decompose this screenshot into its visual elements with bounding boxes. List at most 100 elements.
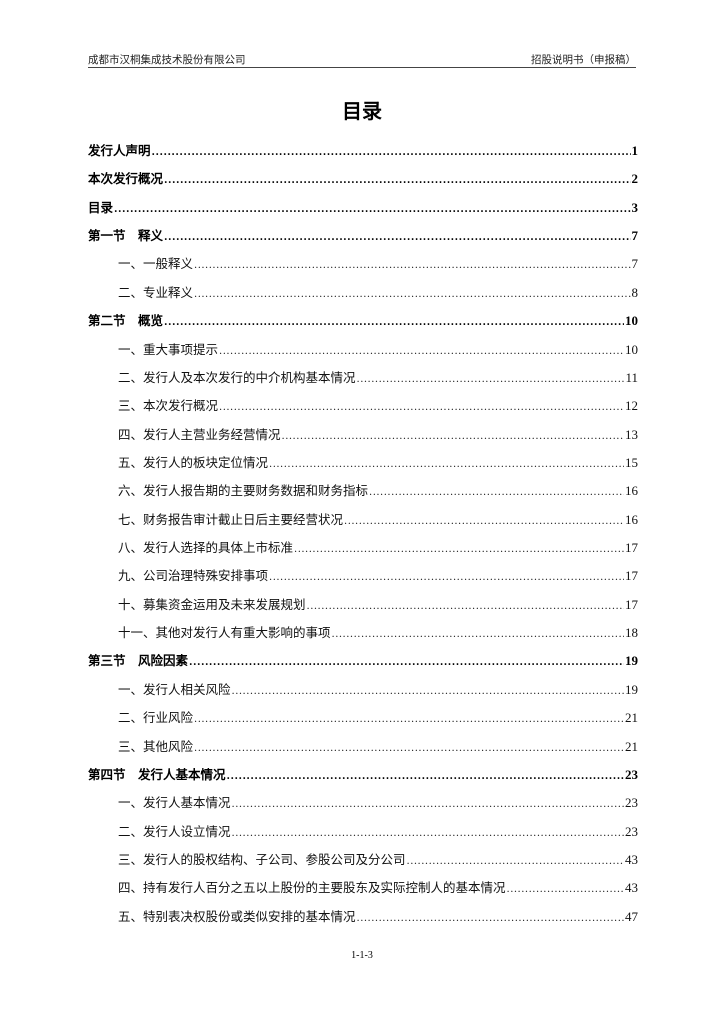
toc-entry-title: 五、发行人的板块定位情况 — [118, 454, 269, 470]
dot-leader — [269, 564, 624, 592]
toc-entry[interactable]: 一、重大事项提示 10 — [88, 336, 638, 364]
dot-leader — [227, 763, 624, 791]
page-header: 成都市汉桐集成技术股份有限公司 招股说明书（申报稿） — [88, 50, 636, 68]
dot-leader — [164, 309, 624, 337]
toc-entry[interactable]: 目录 3 — [88, 194, 638, 222]
toc-entry-title: 三、其他风险 — [118, 738, 194, 754]
toc-entry[interactable]: 三、发行人的股权结构、子公司、参股公司及分公司 43 — [88, 846, 638, 874]
table-of-contents: 发行人声明 1 本次发行概况 2 目录 3 第一节 释义 7 一、一般释义 7 二、专业释义 8 第二节… — [88, 137, 638, 931]
dot-leader — [232, 791, 624, 819]
dot-leader — [152, 139, 631, 167]
toc-entry-page: 17 — [625, 596, 638, 612]
toc-entry[interactable]: 三、其他风险 21 — [88, 733, 638, 761]
toc-entry-title: 一、发行人相关风险 — [118, 681, 231, 697]
toc-entry-page: 12 — [625, 398, 638, 414]
toc-entry[interactable]: 发行人声明 1 — [88, 137, 638, 165]
toc-entry-page: 16 — [625, 483, 638, 499]
toc-entry-title: 八、发行人选择的具体上市标准 — [118, 540, 294, 556]
toc-entry-title: 二、行业风险 — [118, 710, 194, 726]
toc-entry[interactable]: 二、专业释义 8 — [88, 279, 638, 307]
page-title: 目录 — [342, 99, 382, 123]
toc-entry[interactable]: 八、发行人选择的具体上市标准 17 — [88, 534, 638, 562]
toc-entry[interactable]: 七、财务报告审计截止日后主要经营状况 16 — [88, 506, 638, 534]
dot-leader — [357, 905, 624, 933]
dot-leader — [194, 735, 624, 763]
toc-entry-title: 第四节 发行人基本情况 — [88, 766, 226, 782]
toc-entry-title: 一、重大事项提示 — [118, 341, 219, 357]
toc-entry[interactable]: 二、发行人设立情况 23 — [88, 818, 638, 846]
toc-entry-page: 43 — [625, 851, 638, 867]
toc-entry-title: 二、发行人设立情况 — [118, 823, 231, 839]
dot-leader — [194, 281, 630, 309]
toc-entry-page: 19 — [625, 681, 638, 697]
dot-leader — [189, 649, 624, 677]
toc-entry-title: 十一、其他对发行人有重大影响的事项 — [118, 625, 331, 641]
header-company: 成都市汉桐集成技术股份有限公司 — [88, 54, 246, 66]
toc-entry[interactable]: 四、持有发行人百分之五以上股份的主要股东及实际控制人的基本情况 43 — [88, 874, 638, 902]
toc-entry[interactable]: 二、行业风险 21 — [88, 704, 638, 732]
toc-entry-title: 三、发行人的股权结构、子公司、参股公司及分公司 — [118, 851, 406, 867]
toc-entry[interactable]: 第三节 风险因素 19 — [88, 647, 638, 675]
toc-entry[interactable]: 本次发行概况 2 — [88, 165, 638, 193]
toc-entry-title: 六、发行人报告期的主要财务数据和财务指标 — [118, 483, 369, 499]
dot-leader — [219, 394, 624, 422]
toc-entry-title: 发行人声明 — [88, 143, 151, 158]
toc-entry-title: 第二节 概览 — [88, 313, 164, 329]
toc-entry-title: 一、发行人基本情况 — [118, 795, 231, 811]
toc-entry-page: 17 — [625, 568, 638, 584]
toc-entry-page: 21 — [625, 738, 638, 754]
toc-entry-page: 7 — [631, 228, 639, 244]
toc-entry[interactable]: 九、公司治理特殊安排事项 17 — [88, 562, 638, 590]
toc-entry-title: 第三节 风险因素 — [88, 653, 189, 669]
toc-entry-title: 目录 — [88, 199, 114, 215]
toc-entry[interactable]: 第一节 释义 7 — [88, 222, 638, 250]
dot-leader — [282, 423, 624, 451]
dot-leader — [294, 536, 624, 564]
toc-entry[interactable]: 六、发行人报告期的主要财务数据和财务指标 16 — [88, 477, 638, 505]
toc-entry-title: 四、持有发行人百分之五以上股份的主要股东及实际控制人的基本情况 — [118, 880, 506, 896]
dot-leader — [332, 621, 624, 649]
dot-leader — [232, 678, 624, 706]
toc-entry-page: 18 — [625, 625, 638, 641]
toc-entry[interactable]: 一、发行人相关风险 19 — [88, 676, 638, 704]
toc-entry[interactable]: 二、发行人及本次发行的中介机构基本情况 11 — [88, 364, 638, 392]
toc-entry[interactable]: 五、发行人的板块定位情况 15 — [88, 449, 638, 477]
toc-entry[interactable]: 第四节 发行人基本情况 23 — [88, 761, 638, 789]
dot-leader — [344, 508, 624, 536]
toc-entry-page: 13 — [625, 426, 638, 442]
toc-entry-title: 二、发行人及本次发行的中介机构基本情况 — [118, 369, 356, 385]
toc-entry-title: 一、一般释义 — [118, 256, 194, 272]
page-number: 1-1-3 — [351, 950, 373, 961]
toc-entry-page: 47 — [625, 908, 638, 924]
toc-entry-page: 10 — [625, 313, 638, 329]
dot-leader — [507, 876, 624, 904]
toc-entry-title: 三、本次发行概况 — [118, 398, 219, 414]
toc-entry-title: 五、特别表决权股份或类似安排的基本情况 — [118, 908, 356, 924]
toc-entry-page: 1 — [631, 143, 639, 158]
toc-entry[interactable]: 三、本次发行概况 12 — [88, 392, 638, 420]
toc-entry-page: 23 — [625, 766, 638, 782]
toc-entry[interactable]: 四、发行人主营业务经营情况 13 — [88, 421, 638, 449]
toc-entry-page: 2 — [631, 171, 639, 187]
toc-entry[interactable]: 第二节 概览 10 — [88, 307, 638, 335]
toc-entry-page: 23 — [625, 823, 638, 839]
toc-entry[interactable]: 五、特别表决权股份或类似安排的基本情况 47 — [88, 903, 638, 931]
toc-entry-page: 11 — [625, 369, 638, 385]
toc-entry[interactable]: 一、发行人基本情况 23 — [88, 789, 638, 817]
toc-entry-title: 十、募集资金运用及未来发展规划 — [118, 596, 306, 612]
toc-entry-page: 43 — [625, 880, 638, 896]
dot-leader — [194, 252, 630, 280]
dot-leader — [269, 451, 624, 479]
toc-entry-page: 7 — [631, 256, 639, 272]
dot-leader — [164, 167, 630, 195]
toc-entry-page: 10 — [625, 341, 638, 357]
toc-entry[interactable]: 一、一般释义 7 — [88, 250, 638, 278]
toc-entry-title: 七、财务报告审计截止日后主要经营状况 — [118, 511, 344, 527]
toc-entry[interactable]: 十一、其他对发行人有重大影响的事项 18 — [88, 619, 638, 647]
toc-entry-page: 16 — [625, 511, 638, 527]
header-doc-type: 招股说明书（申报稿） — [531, 54, 636, 66]
dot-leader — [232, 820, 624, 848]
dot-leader — [219, 338, 624, 366]
toc-entry-title: 第一节 释义 — [88, 228, 164, 244]
toc-entry[interactable]: 十、募集资金运用及未来发展规划 17 — [88, 591, 638, 619]
